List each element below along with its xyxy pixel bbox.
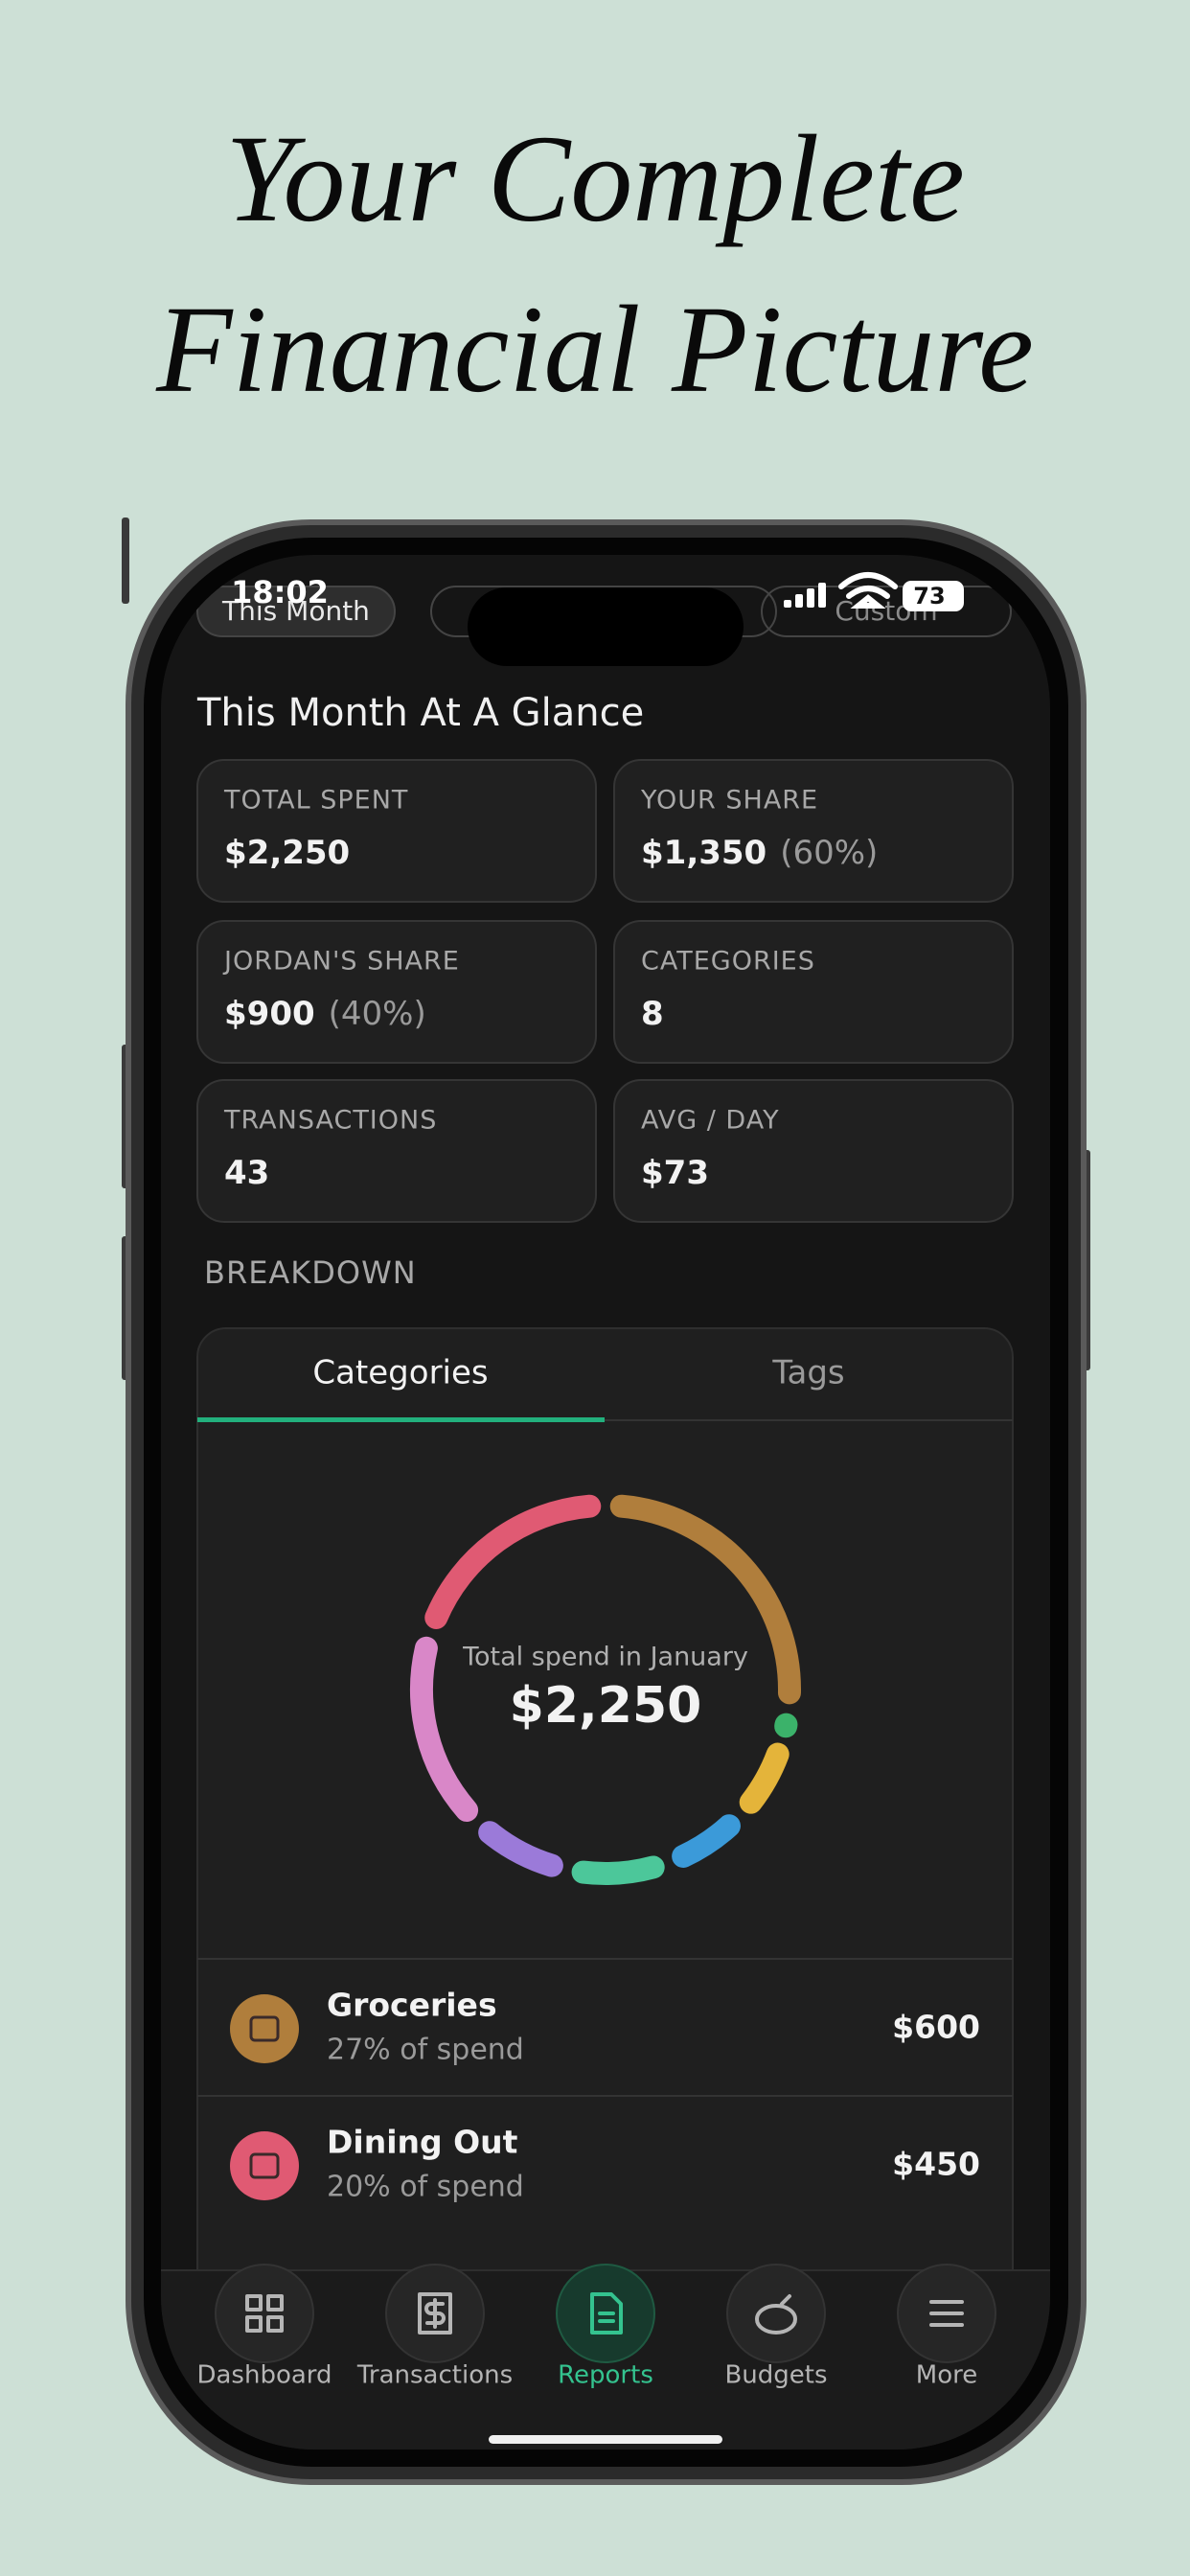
category-amount: $450 [892, 2146, 980, 2183]
stat-card [196, 1079, 597, 1223]
donut-caption: Total spend in January [462, 1643, 748, 1672]
signal-bar [818, 583, 826, 608]
stat-value-line: 8 [641, 995, 664, 1033]
wifi-icon [838, 572, 898, 609]
category-glyph [249, 2015, 280, 2042]
tab-icon [590, 2292, 623, 2334]
donut-segment [609, 1494, 801, 1705]
stat-label: JORDAN'S SHARE [222, 947, 460, 977]
home-indicator [489, 2435, 722, 2444]
signal-bar [807, 588, 814, 608]
stat-label: YOUR SHARE [640, 786, 818, 816]
stat-value-line: $900 (40%) [224, 995, 426, 1033]
signal-bar [795, 594, 803, 608]
stat-card [613, 1079, 1014, 1223]
stat-value-line: $2,250 [224, 834, 350, 872]
battery-level: 73 [913, 583, 945, 610]
headline: Financial Picture [155, 281, 1034, 419]
tab-icon-bg[interactable] [726, 2264, 826, 2363]
tab-indicator [197, 1417, 605, 1422]
stat-card [613, 920, 1014, 1064]
stat-card [196, 759, 597, 903]
stat-card [196, 920, 597, 1064]
stat-label: CATEGORIES [641, 947, 815, 977]
stat-label: TRANSACTIONS [223, 1106, 437, 1136]
stat-note: (60%) [780, 834, 878, 872]
tab-label[interactable]: Transactions [356, 2361, 513, 2390]
category-share: 27% of spend [327, 2034, 524, 2067]
stat-value: $900 [224, 995, 315, 1033]
stat-value: $1,350 [641, 834, 767, 872]
stat-label: TOTAL SPENT [223, 786, 408, 816]
tab-icon [418, 2292, 452, 2334]
signal-bar [784, 600, 791, 608]
stat-value: 8 [641, 995, 664, 1033]
filter-chip-label: This Month [221, 595, 370, 627]
category-name: Dining Out [327, 2124, 518, 2161]
stat-value: $2,250 [224, 834, 350, 872]
stat-note: (40%) [329, 995, 426, 1033]
tab-icon [245, 2294, 284, 2333]
donut-segment [571, 1855, 665, 1885]
status-time: 18:02 [231, 574, 329, 610]
donut-segment [410, 1636, 479, 1822]
category-name: Groceries [327, 1987, 497, 2024]
donut-segment [424, 1494, 602, 1629]
phone-button [122, 518, 129, 604]
tab-label[interactable]: Tags [771, 1354, 844, 1392]
tab-icon [929, 2300, 964, 2327]
category-amount: $600 [892, 2009, 980, 2046]
stat-card [613, 759, 1014, 903]
category-share: 20% of spend [327, 2171, 524, 2204]
stat-value: $73 [641, 1154, 709, 1192]
tab-label[interactable]: Reports [558, 2361, 653, 2390]
tab-label[interactable]: Dashboard [196, 2361, 332, 2390]
tab-label[interactable]: Categories [312, 1354, 488, 1392]
stat-value-line: $73 [641, 1154, 709, 1192]
donut-segment [478, 1821, 563, 1877]
category-icon [230, 1994, 299, 2063]
breakdown-heading: BREAKDOWN [204, 1254, 417, 1291]
stat-value-line: $1,350 (60%) [641, 834, 878, 872]
category-glyph [249, 2152, 280, 2179]
tab-icon-bg[interactable] [215, 2264, 314, 2363]
filter-chip[interactable] [196, 586, 396, 637]
headline: Your Complete [225, 110, 965, 248]
battery [903, 581, 964, 611]
dynamic-island [468, 587, 744, 666]
tab-label[interactable]: More [916, 2361, 977, 2390]
tab-label[interactable]: Budgets [724, 2361, 827, 2390]
stat-value: 43 [224, 1154, 269, 1192]
donut-segment [672, 1814, 741, 1869]
section-title: This Month At A Glance [196, 691, 644, 735]
donut-total: $2,250 [510, 1677, 702, 1735]
breakdown-panel [196, 1327, 1014, 2383]
filter-chip[interactable] [761, 586, 1012, 637]
stat-value-line: 43 [224, 1154, 269, 1192]
tab-icon [755, 2294, 797, 2334]
stat-label: AVG / DAY [641, 1106, 780, 1136]
category-icon [230, 2131, 299, 2200]
donut-segment [739, 1742, 790, 1814]
